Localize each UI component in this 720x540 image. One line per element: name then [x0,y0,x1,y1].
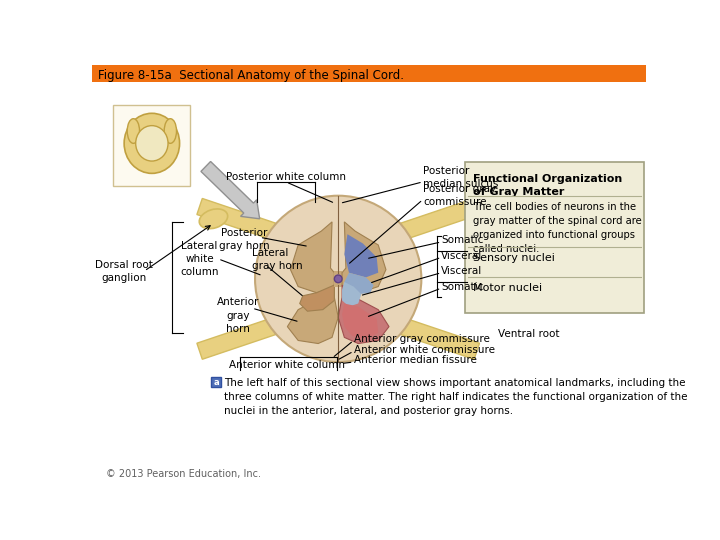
Text: Dorsal root
ganglion: Dorsal root ganglion [95,260,153,283]
Polygon shape [334,271,342,287]
Polygon shape [342,303,378,339]
Polygon shape [300,285,334,311]
Text: Lateral
white
column: Lateral white column [180,241,219,277]
FancyArrow shape [197,199,276,239]
Polygon shape [344,273,374,294]
Polygon shape [287,285,338,343]
FancyArrow shape [401,319,480,359]
Polygon shape [344,234,378,278]
Polygon shape [290,222,334,293]
Text: Posterior white column: Posterior white column [226,172,346,182]
Text: Somatic: Somatic [441,281,484,292]
Text: Anterior white column: Anterior white column [230,360,346,370]
Text: Visceral: Visceral [441,266,482,276]
Ellipse shape [124,113,179,173]
Ellipse shape [164,119,176,143]
Bar [113,105,190,186]
Text: Anterior gray commissure: Anterior gray commissure [354,334,490,344]
Polygon shape [342,222,386,293]
Bar [211,377,221,387]
FancyArrow shape [401,199,480,239]
Text: Motor nuclei: Motor nuclei [473,283,542,293]
Text: Somatic: Somatic [441,235,484,245]
FancyBboxPatch shape [465,162,644,313]
Ellipse shape [199,209,228,228]
Ellipse shape [127,119,140,143]
Text: Ventral root: Ventral root [498,329,560,339]
Text: a: a [213,378,219,387]
Text: Anterior white commissure: Anterior white commissure [354,345,495,355]
Text: © 2013 Pearson Education, Inc.: © 2013 Pearson Education, Inc. [106,469,261,480]
Text: Functional Organization
of Gray Matter: Functional Organization of Gray Matter [473,174,622,197]
Text: Visceral: Visceral [441,251,482,261]
Text: Posterior
median sulcus: Posterior median sulcus [423,166,498,189]
Text: Sensory nuclei: Sensory nuclei [473,253,555,262]
Bar [92,65,647,82]
Circle shape [255,195,421,362]
FancyArrow shape [201,161,260,219]
Text: Anterior median fissure: Anterior median fissure [354,355,477,366]
Text: Figure 8-15a  Sectional Anatomy of the Spinal Cord.: Figure 8-15a Sectional Anatomy of the Sp… [98,69,404,82]
Text: Posterior gray
commissure: Posterior gray commissure [423,184,496,207]
FancyArrow shape [197,319,276,359]
Text: Lateral
gray horn: Lateral gray horn [252,248,302,271]
Text: Anterior
gray
horn: Anterior gray horn [217,298,259,334]
Polygon shape [338,285,389,343]
Circle shape [334,275,342,283]
Text: Posterior
gray horn: Posterior gray horn [219,228,269,251]
Text: The left half of this sectional view shows important anatomical landmarks, inclu: The left half of this sectional view sho… [224,378,688,416]
Text: The cell bodies of neurons in the
gray matter of the spinal cord are
organized i: The cell bodies of neurons in the gray m… [473,202,642,254]
Ellipse shape [135,126,168,161]
Polygon shape [342,282,361,307]
